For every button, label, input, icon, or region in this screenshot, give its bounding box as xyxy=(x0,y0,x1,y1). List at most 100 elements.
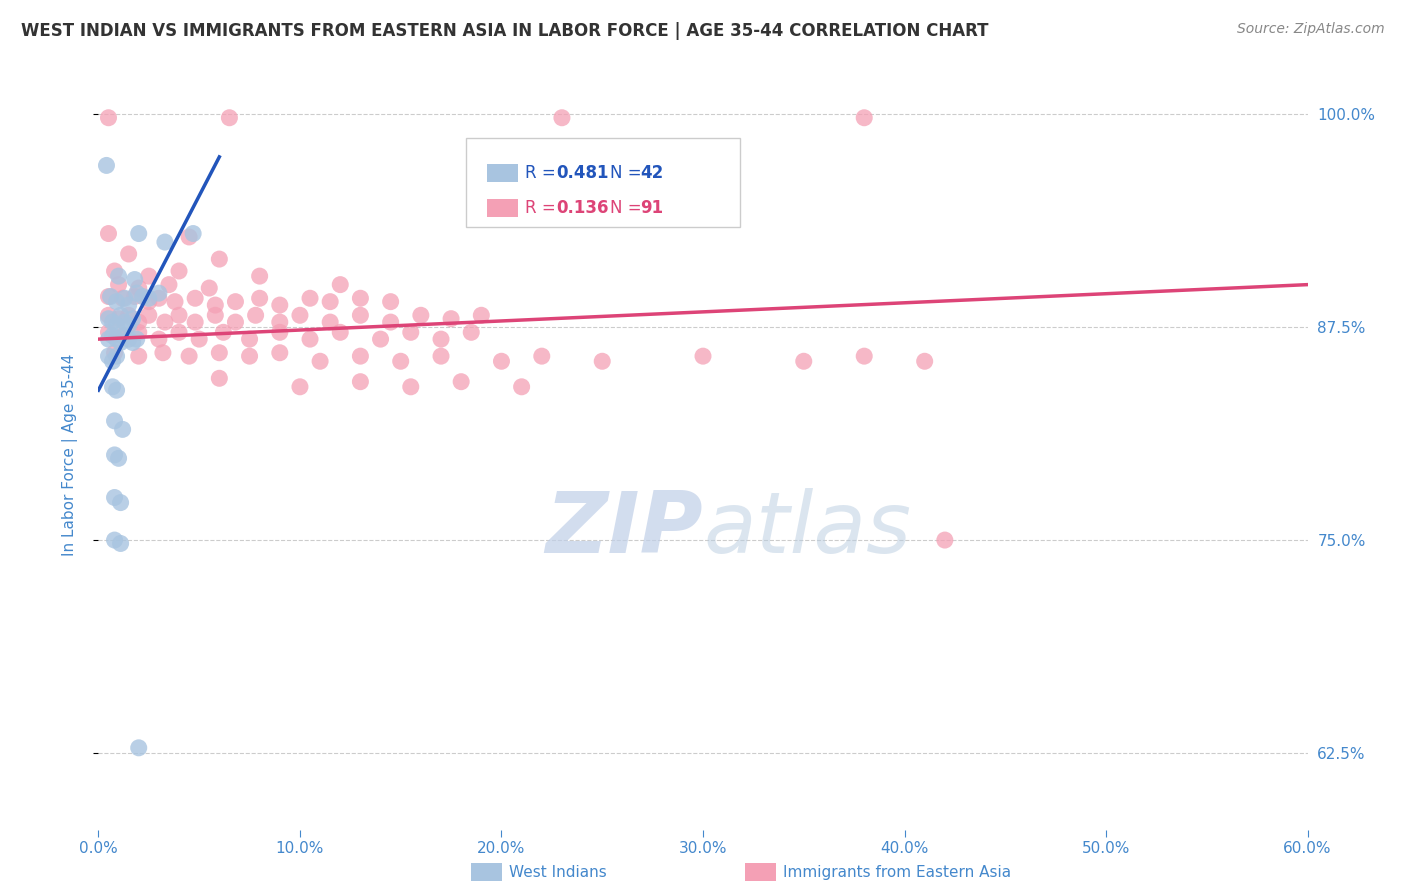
Point xyxy=(184,315,207,329)
Text: Immigrants from Eastern Asia: Immigrants from Eastern Asia xyxy=(783,865,1011,880)
Point xyxy=(128,315,150,329)
Point xyxy=(430,349,453,363)
Point xyxy=(118,308,141,322)
Point xyxy=(97,326,120,340)
Point xyxy=(101,315,124,329)
Point xyxy=(107,311,129,326)
Point xyxy=(128,740,150,755)
Point xyxy=(128,326,150,340)
Point xyxy=(111,422,134,436)
Text: 91: 91 xyxy=(641,199,664,217)
Point xyxy=(105,349,128,363)
Point xyxy=(107,451,129,466)
Point xyxy=(349,308,371,322)
Point xyxy=(101,380,124,394)
Point xyxy=(167,308,190,322)
Point xyxy=(692,349,714,363)
Point xyxy=(103,448,125,462)
Point xyxy=(853,111,876,125)
Point xyxy=(224,294,246,309)
Point xyxy=(97,311,120,326)
Point xyxy=(110,495,132,509)
Point xyxy=(239,332,262,346)
Point xyxy=(105,383,128,397)
Point xyxy=(309,354,332,368)
Point xyxy=(204,298,226,312)
Point xyxy=(153,315,176,329)
Point xyxy=(591,354,613,368)
Point xyxy=(249,269,271,284)
Point xyxy=(148,291,170,305)
Point xyxy=(138,294,160,309)
Point xyxy=(107,277,129,292)
Point xyxy=(399,380,422,394)
Point xyxy=(97,227,120,241)
Point xyxy=(319,294,342,309)
Point xyxy=(184,291,207,305)
Point xyxy=(125,332,148,346)
Point xyxy=(249,291,271,305)
Point xyxy=(128,349,150,363)
Point xyxy=(389,354,412,368)
Point xyxy=(110,308,132,322)
Point xyxy=(491,354,513,368)
Text: N =: N = xyxy=(610,164,647,182)
Point xyxy=(103,345,125,359)
Point xyxy=(114,315,136,329)
Point xyxy=(97,289,120,303)
Point xyxy=(101,354,124,368)
Point xyxy=(105,294,128,309)
Point xyxy=(430,332,453,346)
Point xyxy=(100,289,122,303)
Point xyxy=(181,227,204,241)
Point xyxy=(153,235,176,249)
Point xyxy=(179,230,201,244)
Point xyxy=(380,294,402,309)
Point xyxy=(138,269,160,284)
Text: 0.136: 0.136 xyxy=(557,199,609,217)
Point xyxy=(551,111,574,125)
Point xyxy=(218,111,240,125)
Point xyxy=(111,291,134,305)
Point xyxy=(269,345,291,359)
Point xyxy=(101,328,124,343)
Point xyxy=(450,375,472,389)
Point xyxy=(110,536,132,550)
Text: R =: R = xyxy=(526,199,561,217)
Point xyxy=(198,281,221,295)
Point xyxy=(245,308,267,322)
Text: ZIP: ZIP xyxy=(546,488,703,572)
Point xyxy=(299,332,322,346)
Point xyxy=(269,298,291,312)
Point xyxy=(97,308,120,322)
Point xyxy=(128,281,150,295)
Point xyxy=(118,298,141,312)
Point xyxy=(103,533,125,547)
Point xyxy=(111,328,134,343)
Point xyxy=(128,227,150,241)
Point xyxy=(152,345,174,359)
Y-axis label: In Labor Force | Age 35-44: In Labor Force | Age 35-44 xyxy=(62,354,77,556)
Point xyxy=(793,354,815,368)
Point xyxy=(349,349,371,363)
Point xyxy=(204,308,226,322)
Point xyxy=(157,277,180,292)
Point xyxy=(440,311,463,326)
Point xyxy=(299,291,322,305)
Point xyxy=(107,269,129,284)
Point xyxy=(97,111,120,125)
Text: N =: N = xyxy=(610,199,647,217)
Point xyxy=(110,335,132,350)
Point xyxy=(148,332,170,346)
Text: West Indians: West Indians xyxy=(509,865,607,880)
Point xyxy=(148,286,170,301)
Point xyxy=(124,289,146,303)
Point xyxy=(349,375,371,389)
Point xyxy=(269,315,291,329)
Point xyxy=(121,335,143,350)
Point xyxy=(530,349,553,363)
Point xyxy=(934,533,956,547)
Text: WEST INDIAN VS IMMIGRANTS FROM EASTERN ASIA IN LABOR FORCE | AGE 35-44 CORRELATI: WEST INDIAN VS IMMIGRANTS FROM EASTERN A… xyxy=(21,22,988,40)
Point xyxy=(224,315,246,329)
Point xyxy=(470,308,492,322)
